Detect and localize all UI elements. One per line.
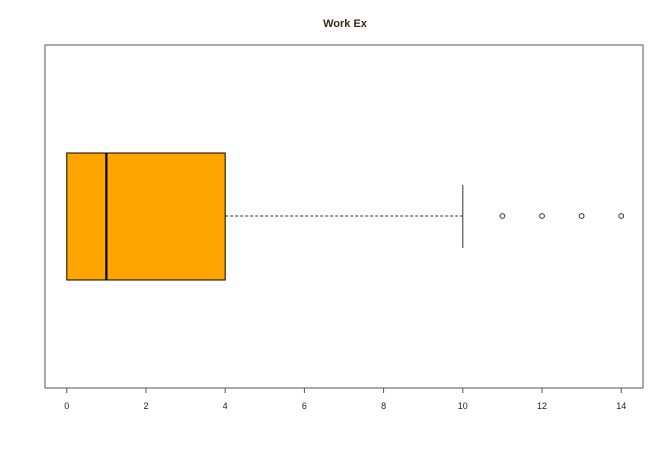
x-tick-label-2: 4 [223, 401, 228, 411]
x-tick-label-6: 12 [537, 401, 547, 411]
x-tick-label-1: 2 [143, 401, 148, 411]
outlier-point-2 [578, 213, 585, 219]
boxplot-marks [66, 152, 625, 281]
x-axis: 0 2 4 6 8 10 12 14 [64, 387, 626, 411]
x-tick-label-5: 10 [458, 401, 468, 411]
outlier-point-3 [618, 213, 625, 219]
x-tick-label-4: 8 [381, 401, 386, 411]
outlier-point-1 [539, 213, 545, 219]
chart-title: Work Ex [323, 18, 368, 30]
iqr-box [66, 152, 226, 281]
x-tick-label-0: 0 [64, 401, 69, 411]
x-tick-label-7: 14 [616, 401, 626, 411]
x-tick-label-3: 6 [302, 401, 307, 411]
outlier-point-0 [499, 213, 506, 219]
